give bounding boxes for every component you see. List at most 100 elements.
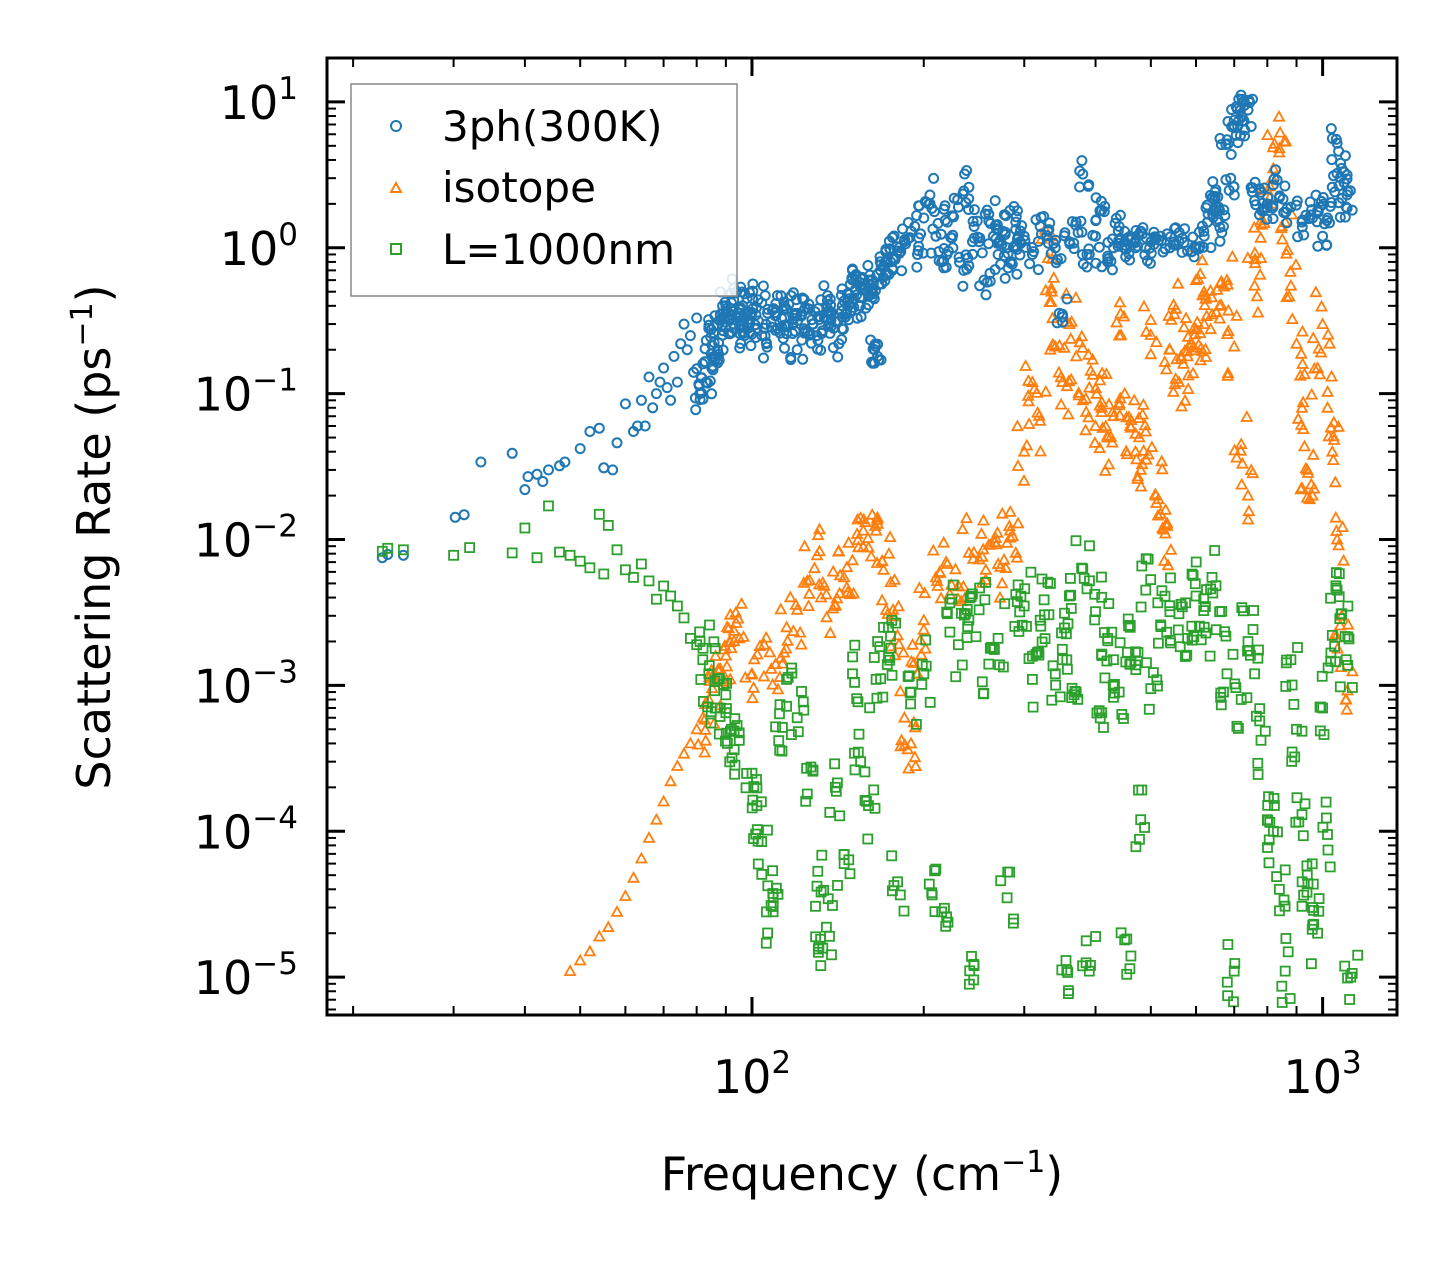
point-circle	[866, 284, 878, 296]
point-circle	[980, 289, 992, 301]
point-square	[1130, 841, 1142, 853]
point-square	[543, 500, 554, 512]
point-circle	[923, 198, 935, 210]
point-triangle	[1105, 435, 1119, 448]
point-square	[1252, 757, 1264, 769]
point-triangle	[966, 552, 980, 564]
point-square	[1101, 655, 1113, 667]
point-square	[1272, 826, 1283, 838]
point-triangle	[759, 630, 773, 643]
point-triangle	[1095, 405, 1109, 417]
point-square	[1306, 958, 1317, 970]
point-circle	[967, 215, 979, 227]
point-square	[1248, 605, 1259, 616]
point-triangle	[1160, 516, 1174, 529]
point-circle	[1310, 189, 1322, 201]
point-square	[1099, 672, 1111, 684]
point-circle	[1050, 234, 1062, 246]
point-square	[974, 582, 985, 594]
point-triangle	[1297, 439, 1312, 452]
point-circle	[942, 245, 954, 257]
point-square	[875, 673, 886, 685]
point-circle	[779, 342, 790, 354]
point-square	[924, 697, 936, 708]
point-triangle	[865, 507, 879, 520]
point-triangle	[1162, 342, 1176, 355]
tick-base: 10	[194, 805, 253, 859]
point-square	[665, 590, 676, 602]
point-square	[1165, 572, 1176, 584]
point-triangle	[1285, 312, 1299, 324]
point-triangle	[1242, 504, 1256, 517]
point-square	[448, 549, 460, 561]
point-circle	[1010, 211, 1022, 223]
point-circle	[883, 268, 895, 280]
point-triangle	[1017, 473, 1031, 486]
point-square	[989, 644, 1000, 655]
point-circle	[1090, 214, 1102, 226]
point-triangle	[1059, 286, 1073, 299]
point-circle	[668, 350, 680, 362]
point-triangle	[1093, 373, 1107, 386]
point-square	[1031, 647, 1043, 658]
point-square	[709, 685, 720, 697]
point-triangle	[1227, 339, 1241, 352]
y-tick-label: 10−1	[194, 363, 298, 422]
point-square	[1269, 800, 1280, 811]
point-triangle	[735, 596, 749, 609]
point-circle	[1026, 242, 1038, 253]
point-triangle	[1220, 273, 1234, 285]
point-triangle	[1060, 379, 1074, 392]
point-triangle	[1151, 508, 1165, 521]
point-circle	[1006, 258, 1018, 270]
point-circle	[770, 324, 782, 336]
point-triangle	[995, 506, 1009, 519]
point-square	[1334, 613, 1346, 624]
point-square	[1210, 580, 1222, 592]
point-triangle	[1075, 329, 1089, 342]
point-triangle	[698, 745, 712, 758]
point-circle	[1267, 202, 1279, 214]
point-triangle	[833, 568, 847, 581]
point-triangle	[1129, 452, 1144, 465]
point-triangle	[1088, 419, 1103, 431]
point-triangle	[1134, 463, 1148, 475]
point-triangle	[830, 591, 844, 604]
point-triangle	[775, 656, 790, 669]
point-circle	[665, 394, 677, 406]
point-square	[1343, 633, 1355, 645]
point-circle	[799, 303, 811, 314]
point-square	[1059, 607, 1070, 619]
point-triangle	[1209, 305, 1223, 318]
point-circle	[893, 247, 905, 259]
point-circle	[945, 232, 957, 243]
point-triangle	[1280, 290, 1294, 302]
point-triangle	[999, 561, 1013, 573]
point-circle	[1032, 264, 1044, 276]
point-circle	[519, 484, 531, 496]
point-circle	[824, 305, 835, 317]
point-triangle	[1221, 368, 1235, 381]
point-triangle	[1054, 397, 1068, 410]
point-triangle	[1190, 315, 1204, 328]
point-square	[1151, 674, 1163, 686]
point-triangle	[618, 889, 632, 901]
point-triangle	[1181, 349, 1195, 362]
point-circle	[1196, 220, 1208, 232]
point-circle	[1209, 191, 1221, 202]
point-circle	[947, 229, 959, 241]
tick-base: 10	[194, 659, 253, 713]
point-circle	[1292, 231, 1304, 243]
point-square	[929, 906, 941, 917]
point-triangle	[1135, 457, 1149, 470]
point-triangle	[1157, 554, 1171, 566]
point-square	[1121, 968, 1133, 980]
point-triangle	[1273, 125, 1287, 138]
point-triangle	[893, 684, 907, 697]
point-square	[1190, 556, 1202, 568]
point-triangle	[1032, 408, 1046, 421]
point-triangle	[1275, 232, 1289, 245]
point-triangle	[766, 677, 780, 690]
point-square	[752, 835, 764, 847]
point-square	[1136, 560, 1148, 572]
